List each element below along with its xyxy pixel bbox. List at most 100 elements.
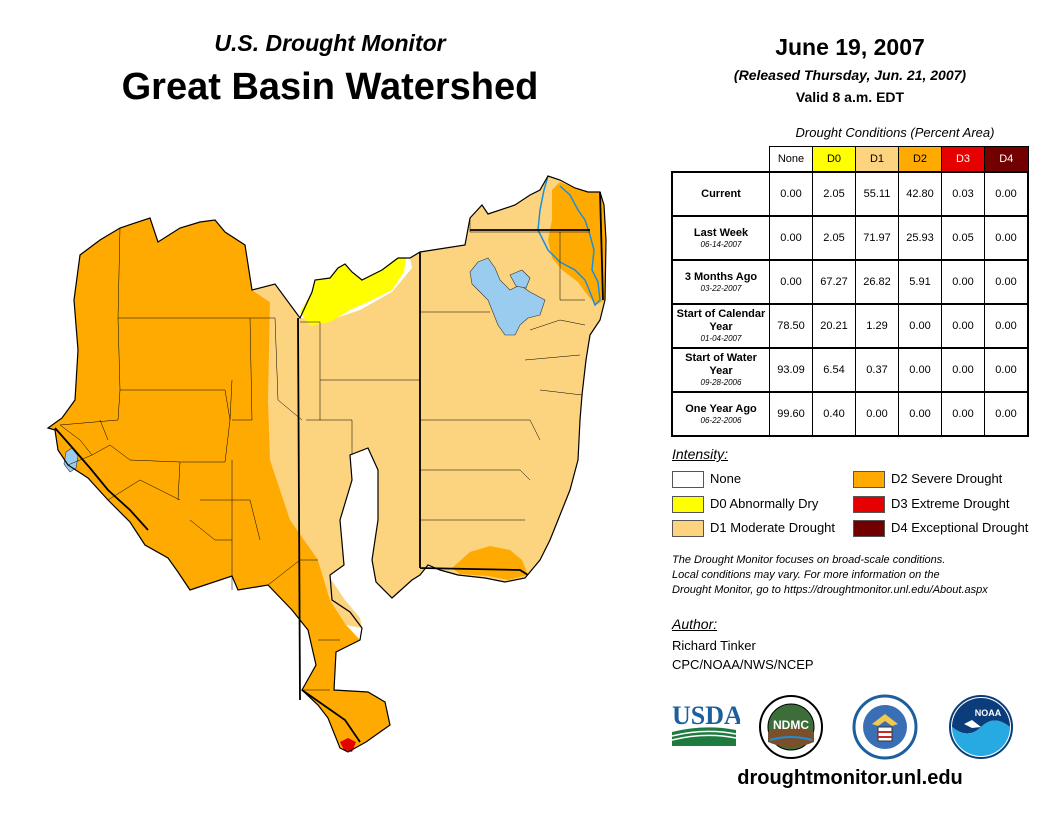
note-line-1: The Drought Monitor focuses on broad-sca… [672, 554, 946, 566]
table-caption: Drought Conditions (Percent Area) [795, 125, 995, 140]
table-cell: 5.91 [898, 259, 942, 305]
table-cell: 0.00 [941, 347, 985, 393]
table-cell: 0.05 [941, 215, 985, 261]
row-label-text: Last Week [693, 226, 749, 239]
ndmc-logo-text: NDMC [773, 718, 809, 732]
noaa-logo-text: NOAA [975, 708, 1002, 718]
table-cell: 99.60 [769, 391, 813, 437]
legend-label-d3: D3 Extreme Drought [891, 496, 1010, 511]
note-line-2: Local conditions may vary. For more info… [672, 569, 940, 581]
table-cell: 0.00 [984, 215, 1029, 261]
row-label-date: 06-22-2006 [700, 415, 742, 425]
map-date: June 19, 2007 [775, 34, 925, 60]
table-cell: 0.00 [769, 171, 813, 217]
row-label-text: 3 Months Ago [684, 270, 758, 283]
note-line-3: Drought Monitor, go to https://droughtmo… [672, 584, 988, 596]
table-cell: 0.00 [898, 391, 942, 437]
monitor-title: U.S. Drought Monitor [214, 30, 446, 56]
col-header-d3: D3 [941, 146, 985, 173]
table-row: Current 0.00 2.05 55.11 42.80 0.03 0.00 [671, 171, 1029, 217]
map-region-d2-south [452, 546, 528, 580]
table-cell: 26.82 [855, 259, 899, 305]
row-label: Start of Water Year 09-28-2006 [671, 347, 770, 393]
table-cell: 0.00 [769, 259, 813, 305]
table-row: Start of Water Year 09-28-2006 93.09 6.54 0.… [671, 347, 1029, 393]
usda-logo-text: USDA [672, 701, 740, 730]
region-title: Great Basin Watershed [121, 66, 539, 108]
footer-url[interactable]: droughtmonitor.unl.edu [737, 767, 963, 789]
map-region-d0 [300, 258, 406, 326]
legend-swatch-d2 [853, 471, 885, 488]
table-cell: 0.00 [984, 259, 1029, 305]
legend-label-none: None [710, 471, 742, 486]
legend-label-d0: D0 Abnormally Dry [710, 496, 819, 511]
map-region-d1-west-band [252, 290, 362, 628]
col-header-none: None [769, 146, 813, 173]
legend-swatch-d4 [853, 520, 885, 537]
table-corner [672, 147, 770, 173]
table-cell: 0.00 [984, 171, 1029, 217]
disclaimer-note: The Drought Monitor focuses on broad-sca… [672, 553, 1042, 598]
table-row: One Year Ago 06-22-2006 99.60 0.40 0.00 0.00 0… [671, 391, 1029, 437]
table-cell: 67.27 [812, 259, 856, 305]
table-cell: 0.40 [812, 391, 856, 437]
drought-conditions-table: None D0 D1 D2 D3 D4 Current 0.00 2.05 55.11… [671, 146, 1029, 437]
table-row: Start of Calendar Year 01-04-2007 78.50 20.… [671, 303, 1029, 349]
map-boundaries [46, 175, 607, 753]
col-header-d2: D2 [898, 146, 942, 173]
table-cell: 2.05 [812, 171, 856, 217]
row-label-text: One Year Ago [685, 402, 757, 415]
usda-logo: USDA [671, 701, 740, 746]
row-label-date: 06-14-2007 [700, 239, 742, 249]
row-label-text: Start of Water Year [685, 352, 757, 377]
row-label: Start of Calendar Year 01-04-2007 [671, 303, 770, 349]
row-label: 3 Months Ago 03-22-2007 [671, 259, 770, 305]
table-cell: 0.37 [855, 347, 899, 393]
map-region-d2-east [548, 182, 606, 305]
map-region-d3 [340, 738, 356, 752]
drought-map [46, 175, 607, 753]
row-label-date: 09-28-2006 [700, 378, 742, 387]
table-cell: 0.00 [941, 259, 985, 305]
legend-label-d1: D1 Moderate Drought [710, 520, 836, 535]
legend-swatch-d0 [672, 496, 704, 513]
table-cell: 0.00 [941, 303, 985, 349]
legend-swatch-d3 [853, 496, 885, 513]
legend-label-d4: D4 Exceptional Drought [891, 520, 1029, 535]
author-name: Richard Tinker [672, 638, 756, 653]
row-label-text: Start of Calendar Year [676, 308, 766, 333]
table-cell: 78.50 [769, 303, 813, 349]
map-lakes [63, 257, 546, 473]
table-cell: 0.03 [941, 171, 985, 217]
table-cell: 0.00 [984, 391, 1029, 437]
table-cell: 25.93 [898, 215, 942, 261]
author-org: CPC/NOAA/NWS/NCEP [672, 657, 814, 672]
row-label: Current [671, 171, 770, 217]
table-cell: 0.00 [855, 391, 899, 437]
noaa-logo: NOAA [949, 695, 1013, 759]
release-date: (Released Thursday, Jun. 21, 2007) [733, 67, 967, 83]
col-header-d1: D1 [855, 146, 899, 173]
table-row: Last Week 06-14-2007 0.00 2.05 71.97 25.93 0.0… [671, 215, 1029, 261]
row-label: Last Week 06-14-2007 [671, 215, 770, 261]
legend-title: Intensity: [672, 446, 729, 462]
col-header-d0: D0 [812, 146, 856, 173]
table-cell: 20.21 [812, 303, 856, 349]
table-cell: 0.00 [769, 215, 813, 261]
map-region-d2-west [48, 218, 390, 752]
col-header-d4: D4 [984, 146, 1029, 173]
row-label-text: Current [701, 187, 741, 200]
table-cell: 55.11 [855, 171, 899, 217]
table-cell: 93.09 [769, 347, 813, 393]
table-header-row: None D0 D1 D2 D3 D4 [672, 146, 1029, 173]
doc-seal-logo [852, 694, 918, 760]
author-title: Author: [672, 616, 718, 632]
row-label: One Year Ago 06-22-2006 [671, 391, 770, 437]
valid-time: Valid 8 a.m. EDT [795, 89, 905, 105]
table-cell: 2.05 [812, 215, 856, 261]
table-cell: 0.00 [984, 303, 1029, 349]
legend-swatch-none [672, 471, 704, 488]
table-cell: 1.29 [855, 303, 899, 349]
table-cell: 0.00 [898, 303, 942, 349]
legend-swatch-d1 [672, 520, 704, 537]
